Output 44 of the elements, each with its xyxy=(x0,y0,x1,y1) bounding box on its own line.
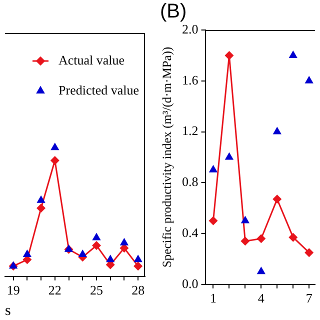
point xyxy=(50,156,60,165)
y-tick-label: 0.0 xyxy=(182,276,198,291)
y-tick-label: 1.6 xyxy=(182,72,199,88)
x-tick-label: 4 xyxy=(258,290,265,306)
point xyxy=(256,266,266,274)
point xyxy=(208,164,218,172)
point xyxy=(304,248,314,258)
point xyxy=(36,204,46,213)
point xyxy=(92,232,101,240)
point xyxy=(288,232,298,242)
point xyxy=(134,262,143,271)
point xyxy=(256,234,266,244)
point xyxy=(36,195,46,203)
point xyxy=(224,152,234,160)
x-tick-label: 19 xyxy=(6,282,20,298)
point xyxy=(240,236,250,246)
y-axis-title: Specific productivity index (m³/(d·m·MPa)) xyxy=(160,46,174,268)
legend-label: Predicted value xyxy=(58,82,140,98)
point xyxy=(288,50,298,58)
x-axis-title: s xyxy=(5,302,11,319)
point xyxy=(240,216,250,224)
point xyxy=(272,194,282,204)
legend-label: Actual value xyxy=(58,52,125,68)
y-tick-label: 2.0 xyxy=(182,21,198,36)
point xyxy=(92,240,101,250)
y-tick-label: 1.2 xyxy=(182,123,198,138)
point xyxy=(106,254,115,262)
y-tick-label: 0.4 xyxy=(182,224,199,240)
x-tick-label: 22 xyxy=(48,282,62,298)
point xyxy=(78,250,87,258)
point xyxy=(22,250,32,258)
point xyxy=(224,50,234,60)
x-tick-label: 1 xyxy=(210,290,216,306)
x-tick-label: 7 xyxy=(306,290,313,306)
point xyxy=(272,126,282,134)
point xyxy=(50,142,60,150)
point xyxy=(134,254,142,262)
x-tick-label: 25 xyxy=(90,282,103,298)
x-tick-label: 28 xyxy=(132,282,145,298)
point xyxy=(120,238,129,246)
chart-title: (B) xyxy=(160,0,187,23)
point xyxy=(304,76,314,84)
y-tick-label: 0.8 xyxy=(182,174,198,190)
point xyxy=(208,216,218,226)
